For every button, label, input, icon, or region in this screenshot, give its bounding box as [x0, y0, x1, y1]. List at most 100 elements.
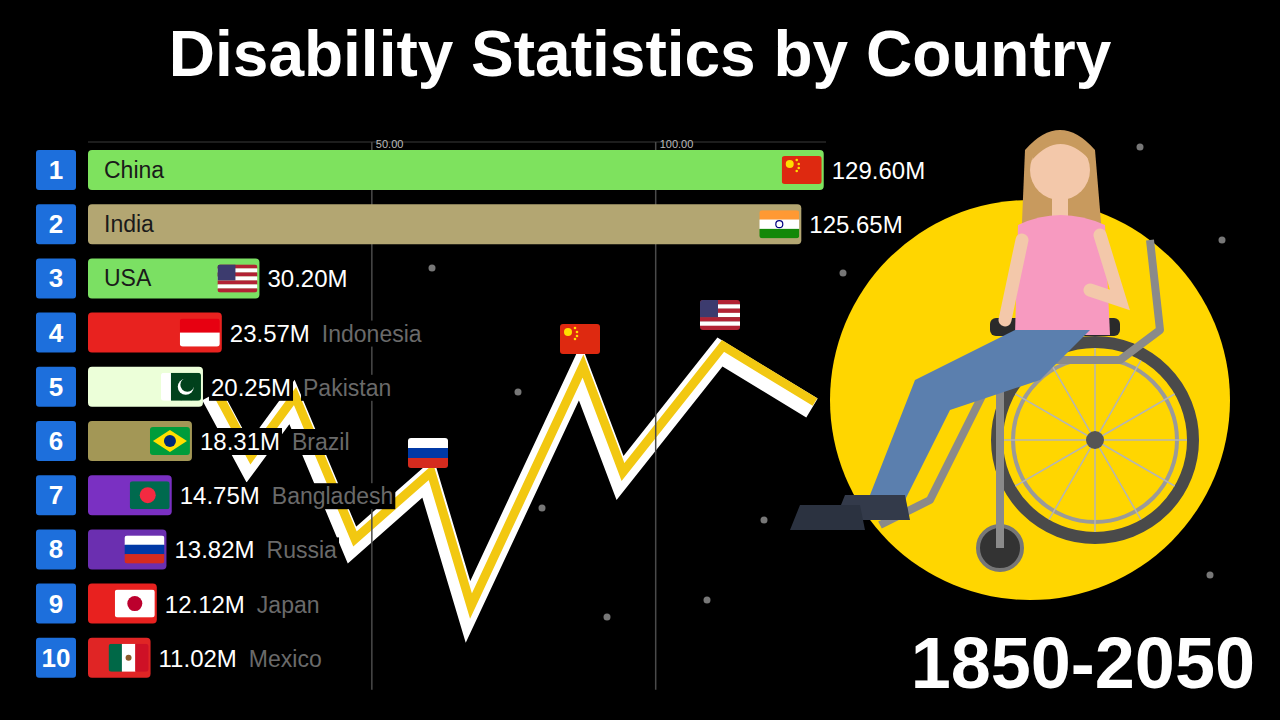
rank-box: [36, 421, 76, 461]
flag-part: [574, 338, 577, 341]
flag-part: [180, 319, 220, 333]
label-backing: [807, 211, 904, 238]
flag: [408, 438, 448, 468]
value-label: 18.31M: [200, 428, 280, 455]
rank-label: 9: [49, 589, 63, 619]
flag-body: [124, 535, 164, 563]
flag-part: [797, 167, 800, 170]
outside-name: Indonesia: [322, 321, 422, 347]
spoke: [1095, 439, 1187, 441]
flag-part: [795, 159, 798, 162]
spoke: [1095, 440, 1141, 520]
flag-body: [130, 481, 170, 509]
label-backing: [163, 591, 247, 618]
outside-name: Bangladesh: [272, 483, 394, 509]
rank-label: 5: [49, 372, 63, 402]
label-backing: [198, 428, 282, 455]
value-label: 30.20M: [267, 265, 347, 292]
flag-part: [140, 487, 156, 503]
rank-label: 10: [42, 643, 71, 673]
flag-part: [124, 535, 164, 545]
label-backing: [247, 646, 324, 672]
rank-label: 3: [49, 263, 63, 293]
title: Disability Statistics by Country: [169, 18, 1112, 90]
spoke: [1049, 360, 1095, 440]
spoke: [1015, 394, 1095, 440]
flag-part: [408, 438, 448, 448]
bars: [88, 150, 824, 678]
flag-part: [700, 317, 740, 322]
spoke: [1094, 440, 1096, 532]
label-backing: [320, 321, 424, 347]
flag-body: [150, 427, 190, 455]
labels: China129.60MIndia125.65MUSA30.20M23.57MI…: [104, 157, 927, 672]
rank-box: [36, 367, 76, 407]
outside-name: Japan: [257, 592, 320, 618]
decor-dot: [429, 265, 436, 272]
flag-body: [217, 264, 257, 292]
flag-body: [180, 319, 220, 347]
flag-part: [164, 435, 176, 447]
flag-body: [782, 156, 822, 184]
bar: [88, 367, 203, 407]
spoke: [1095, 360, 1141, 440]
flag-part: [150, 427, 190, 455]
decor-dot: [515, 389, 522, 396]
label-backing: [228, 320, 312, 347]
spoke: [1015, 440, 1095, 486]
label-backing: [178, 482, 262, 509]
rank-label: 6: [49, 426, 63, 456]
bar-name: USA: [104, 265, 152, 291]
flag-part: [122, 644, 136, 672]
flag: [560, 324, 600, 354]
flag-part: [217, 280, 257, 284]
decor-dot: [1219, 237, 1226, 244]
flag-body: [408, 438, 448, 468]
outside-name: Brazil: [292, 429, 350, 455]
flag-part: [700, 300, 718, 317]
decor-dot: [1207, 572, 1214, 579]
flag-part: [564, 328, 572, 336]
decor-dot: [704, 597, 711, 604]
value-label: 13.82M: [174, 536, 254, 563]
flag-part: [130, 481, 170, 509]
flag-part: [180, 378, 194, 392]
flag: [150, 427, 190, 455]
flag: [124, 535, 164, 563]
flag-part: [776, 221, 783, 228]
flag-part: [180, 333, 220, 347]
flag-part: [797, 163, 800, 166]
bar-name: China: [104, 157, 164, 183]
spoke: [1095, 394, 1175, 440]
flag-body: [700, 300, 740, 330]
rank-box: [36, 475, 76, 515]
value-label: 14.75M: [180, 482, 260, 509]
value-label: 23.57M: [230, 320, 310, 347]
flag-part: [408, 458, 448, 468]
label-backing: [255, 592, 322, 618]
label-backing: [265, 265, 349, 292]
axis-line: [88, 142, 826, 143]
bar: [88, 150, 824, 190]
arm: [1090, 235, 1120, 300]
spoke: [1003, 439, 1095, 441]
decor-dot: [761, 517, 768, 524]
flag-part: [109, 644, 123, 672]
rank-label: 2: [49, 209, 63, 239]
flag-part: [135, 644, 148, 672]
bar: [88, 638, 151, 678]
flag-body: [115, 590, 155, 618]
bar: [88, 421, 192, 461]
bar: [88, 584, 157, 624]
zigzag-shadow: [212, 352, 812, 612]
tick-label: 100.00: [660, 138, 694, 150]
flag-part: [759, 229, 799, 238]
flag: [180, 319, 220, 347]
flag-body: [161, 373, 201, 401]
subtitle: 1850-2050: [911, 623, 1255, 703]
rank-label: 1: [49, 155, 63, 185]
bar: [88, 475, 172, 515]
illustration-circle: [830, 200, 1230, 600]
fringe: [1032, 138, 1090, 160]
background: [0, 0, 1280, 720]
